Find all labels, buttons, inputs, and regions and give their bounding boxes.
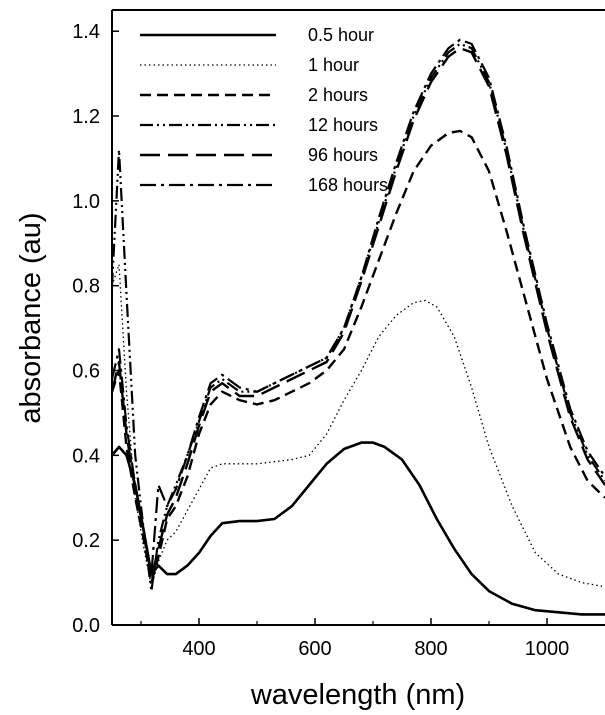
legend-label-3: 12 hours bbox=[308, 115, 378, 135]
legend-label-2: 2 hours bbox=[308, 85, 368, 105]
y-tick-label: 0.4 bbox=[72, 445, 100, 467]
y-tick-label: 0.8 bbox=[72, 276, 100, 298]
series-line-2 bbox=[112, 129, 605, 584]
x-axis-title: wavelength (nm) bbox=[250, 679, 465, 711]
series-line-0 bbox=[112, 441, 605, 616]
legend-label-0: 0.5 hour bbox=[308, 25, 374, 45]
series-layer bbox=[112, 38, 605, 616]
legend-label-4: 96 hours bbox=[308, 145, 378, 165]
x-tick-label: 400 bbox=[182, 638, 215, 660]
series-line-4 bbox=[112, 47, 605, 580]
legend-label-1: 1 hour bbox=[308, 55, 359, 75]
legend: 0.5 hour 1 hour 2 hours 12 hours 96 hours 168… bbox=[140, 25, 388, 195]
legend-label-5: 168 hours bbox=[308, 175, 388, 195]
y-tick-label: 1.2 bbox=[72, 106, 100, 128]
series-line-5 bbox=[112, 38, 605, 576]
y-tick-label: 0.6 bbox=[72, 361, 100, 383]
y-axis-title: absorbance (au) bbox=[15, 212, 47, 423]
x-tick-label: 800 bbox=[414, 638, 447, 660]
y-tick-label: 1.0 bbox=[72, 191, 100, 213]
y-tick-label: 0.2 bbox=[72, 530, 100, 552]
axes-layer: 0.0 0.2 0.4 0.6 0.8 1.0 1.2 1.4 400 600 800 1000 bbox=[72, 9, 605, 660]
x-tick-label: 600 bbox=[298, 638, 331, 660]
y-tick-label: 0.0 bbox=[72, 615, 100, 637]
y-tick-label: 1.4 bbox=[72, 21, 100, 43]
x-tick-label: 1000 bbox=[525, 638, 570, 660]
series-line-1 bbox=[112, 263, 605, 588]
